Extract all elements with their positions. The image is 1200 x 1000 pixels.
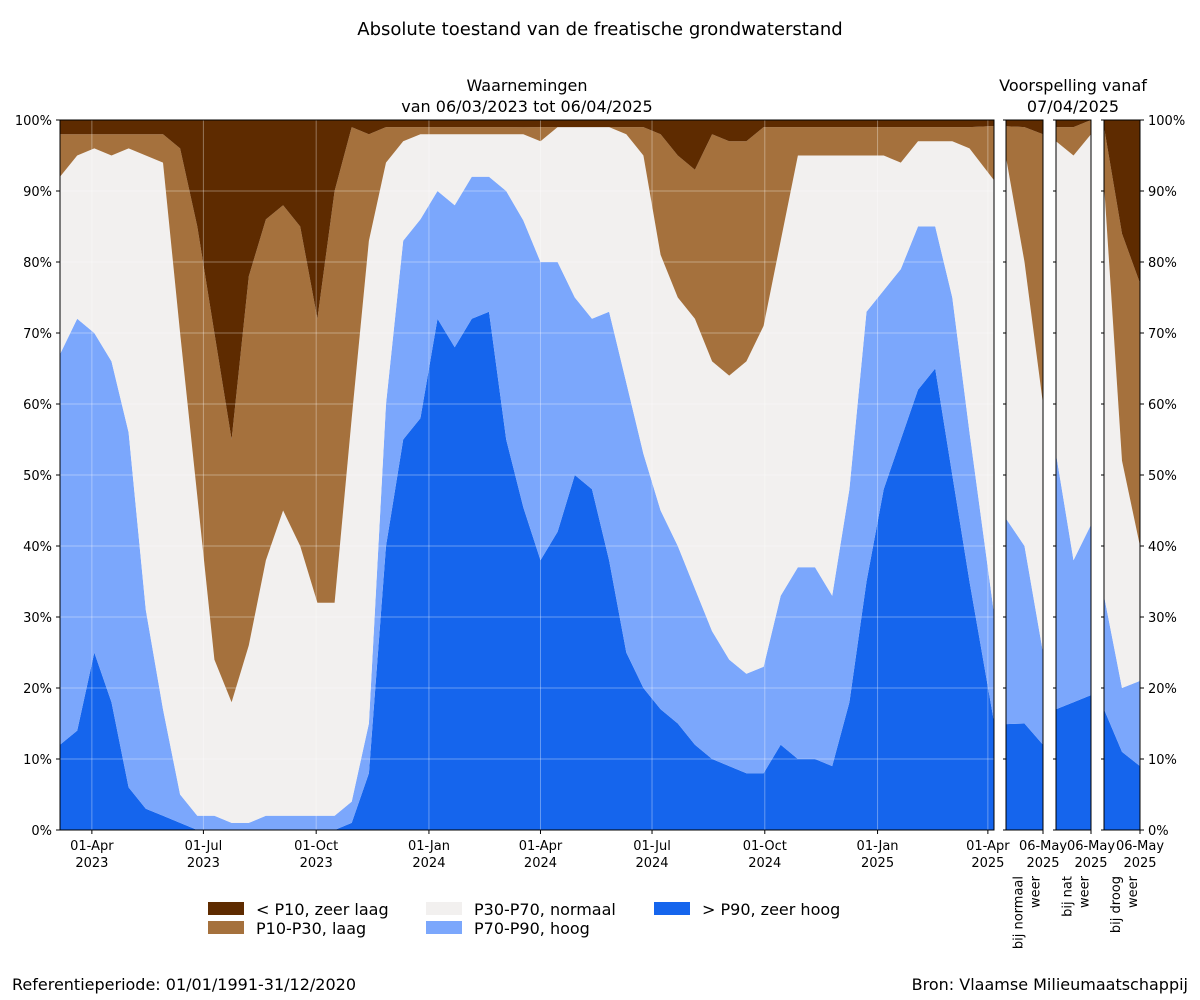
x-tick-label: 01-Jan xyxy=(408,839,450,854)
y-tick-label: 20% xyxy=(23,682,52,697)
series-area-1 xyxy=(60,311,994,830)
scenario-label-2: weer xyxy=(1078,875,1093,908)
legend-swatch xyxy=(654,902,690,915)
forecast-x-tick-label: 06-May xyxy=(1067,839,1115,854)
legend-label: P10-P30, laag xyxy=(256,919,366,938)
x-tick-year: 2025 xyxy=(971,856,1004,871)
right-y-tick-label: 20% xyxy=(1148,682,1177,697)
legend-label: > P90, zeer hoog xyxy=(702,900,840,919)
series-area-3 xyxy=(60,127,994,823)
forecast-area-3-3 xyxy=(1104,183,1140,688)
forecast-x-tick-label: 06-May xyxy=(1019,839,1067,854)
y-tick-label: 70% xyxy=(23,327,52,342)
x-tick-year: 2024 xyxy=(748,856,781,871)
y-tick-label: 0% xyxy=(31,824,52,839)
forecast-area-1-1 xyxy=(1006,723,1043,830)
legend-swatch xyxy=(208,921,244,934)
x-tick-label: 01-Apr xyxy=(966,839,1010,854)
y-tick-label: 90% xyxy=(23,185,52,200)
observed-subtitle-1: Waarnemingen xyxy=(467,76,588,95)
scenario-label: bij droog xyxy=(1109,876,1124,933)
y-tick-label: 80% xyxy=(23,256,52,271)
x-tick-year: 2023 xyxy=(187,856,220,871)
scenario-label-2: weer xyxy=(1126,875,1141,908)
x-tick-label: 01-Apr xyxy=(70,839,114,854)
forecast-x-tick-year: 2025 xyxy=(1123,856,1156,871)
forecast-area-3-4 xyxy=(1104,127,1140,546)
footer-source: Bron: Vlaamse Milieumaatschappij xyxy=(912,975,1188,994)
forecast-area-1-3 xyxy=(1006,157,1043,653)
legend-label: P70-P90, hoog xyxy=(474,919,590,938)
right-y-tick-label: 70% xyxy=(1148,327,1177,342)
x-tick-label: 01-Jul xyxy=(633,839,671,854)
series-area-4 xyxy=(60,126,994,703)
series-area-2 xyxy=(60,176,994,831)
x-tick-year: 2023 xyxy=(300,856,333,871)
forecast-area-3-5 xyxy=(1104,120,1140,284)
forecast-area-3-2 xyxy=(1104,595,1140,767)
scenario-label-2: weer xyxy=(1029,875,1044,908)
forecast-area-2-2 xyxy=(1056,453,1091,710)
scenario-label: bij nat xyxy=(1061,876,1076,917)
forecast-x-tick-year: 2025 xyxy=(1074,856,1107,871)
y-tick-label: 10% xyxy=(23,753,52,768)
observed-subtitle-2: van 06/03/2023 tot 06/04/2025 xyxy=(401,97,652,116)
forecast-area-2-4 xyxy=(1056,120,1091,156)
forecast-subtitle-2: 07/04/2025 xyxy=(1027,97,1119,116)
scenario-label: bij normaal xyxy=(1012,876,1027,949)
y-tick-label: 100% xyxy=(15,114,52,129)
right-y-tick-label: 30% xyxy=(1148,611,1177,626)
y-tick-label: 60% xyxy=(23,398,52,413)
chart-title: Absolute toestand van de freatische gron… xyxy=(357,19,842,40)
forecast-area-1-2 xyxy=(1006,518,1043,745)
forecast-subtitle-1: Voorspelling vanaf xyxy=(999,76,1147,95)
x-tick-year: 2025 xyxy=(861,856,894,871)
x-tick-year: 2024 xyxy=(412,856,445,871)
forecast-area-3-1 xyxy=(1104,709,1140,830)
legend-swatch xyxy=(208,902,244,915)
x-tick-label: 01-Jan xyxy=(857,839,899,854)
forecast-area-2-1 xyxy=(1056,695,1091,830)
x-tick-year: 2023 xyxy=(75,856,108,871)
x-tick-year: 2024 xyxy=(524,856,557,871)
forecast-area-2-5 xyxy=(1056,120,1091,128)
right-y-tick-label: 100% xyxy=(1148,114,1185,129)
right-y-tick-label: 90% xyxy=(1148,185,1177,200)
observed-plot: 0% 10% 20% 30% 40% 50% 60% 70% 80% 90% 100% 01-Apr 2… xyxy=(15,114,1010,871)
x-tick-label: 01-Apr xyxy=(519,839,563,854)
legend-label: < P10, zeer laag xyxy=(256,900,389,919)
right-y-tick-label: 50% xyxy=(1148,469,1177,484)
right-y-tick-label: 60% xyxy=(1148,398,1177,413)
footer-reference-period: Referentieperiode: 01/01/1991-31/12/2020 xyxy=(12,975,356,994)
right-y-tick-label: 0% xyxy=(1148,824,1169,839)
right-y-tick-label: 80% xyxy=(1148,256,1177,271)
x-tick-year: 2024 xyxy=(635,856,668,871)
legend-swatch xyxy=(426,921,462,934)
right-y-tick-label: 10% xyxy=(1148,753,1177,768)
forecast-area-1-5 xyxy=(1006,120,1043,135)
y-tick-label: 50% xyxy=(23,469,52,484)
legend-label: P30-P70, normaal xyxy=(474,900,616,919)
y-tick-label: 40% xyxy=(23,540,52,555)
right-y-tick-label: 40% xyxy=(1148,540,1177,555)
forecast-x-tick-year: 2025 xyxy=(1026,856,1059,871)
forecast-area-2-3 xyxy=(1056,134,1091,561)
forecast-area-1-4 xyxy=(1006,126,1043,404)
x-tick-label: 01-Jul xyxy=(185,839,223,854)
y-tick-label: 30% xyxy=(23,611,52,626)
legend-swatch xyxy=(426,902,462,915)
x-tick-label: 01-Oct xyxy=(743,839,787,854)
forecast-x-tick-label: 06-May xyxy=(1116,839,1164,854)
series-area-5 xyxy=(60,120,994,440)
x-tick-label: 01-Oct xyxy=(294,839,338,854)
